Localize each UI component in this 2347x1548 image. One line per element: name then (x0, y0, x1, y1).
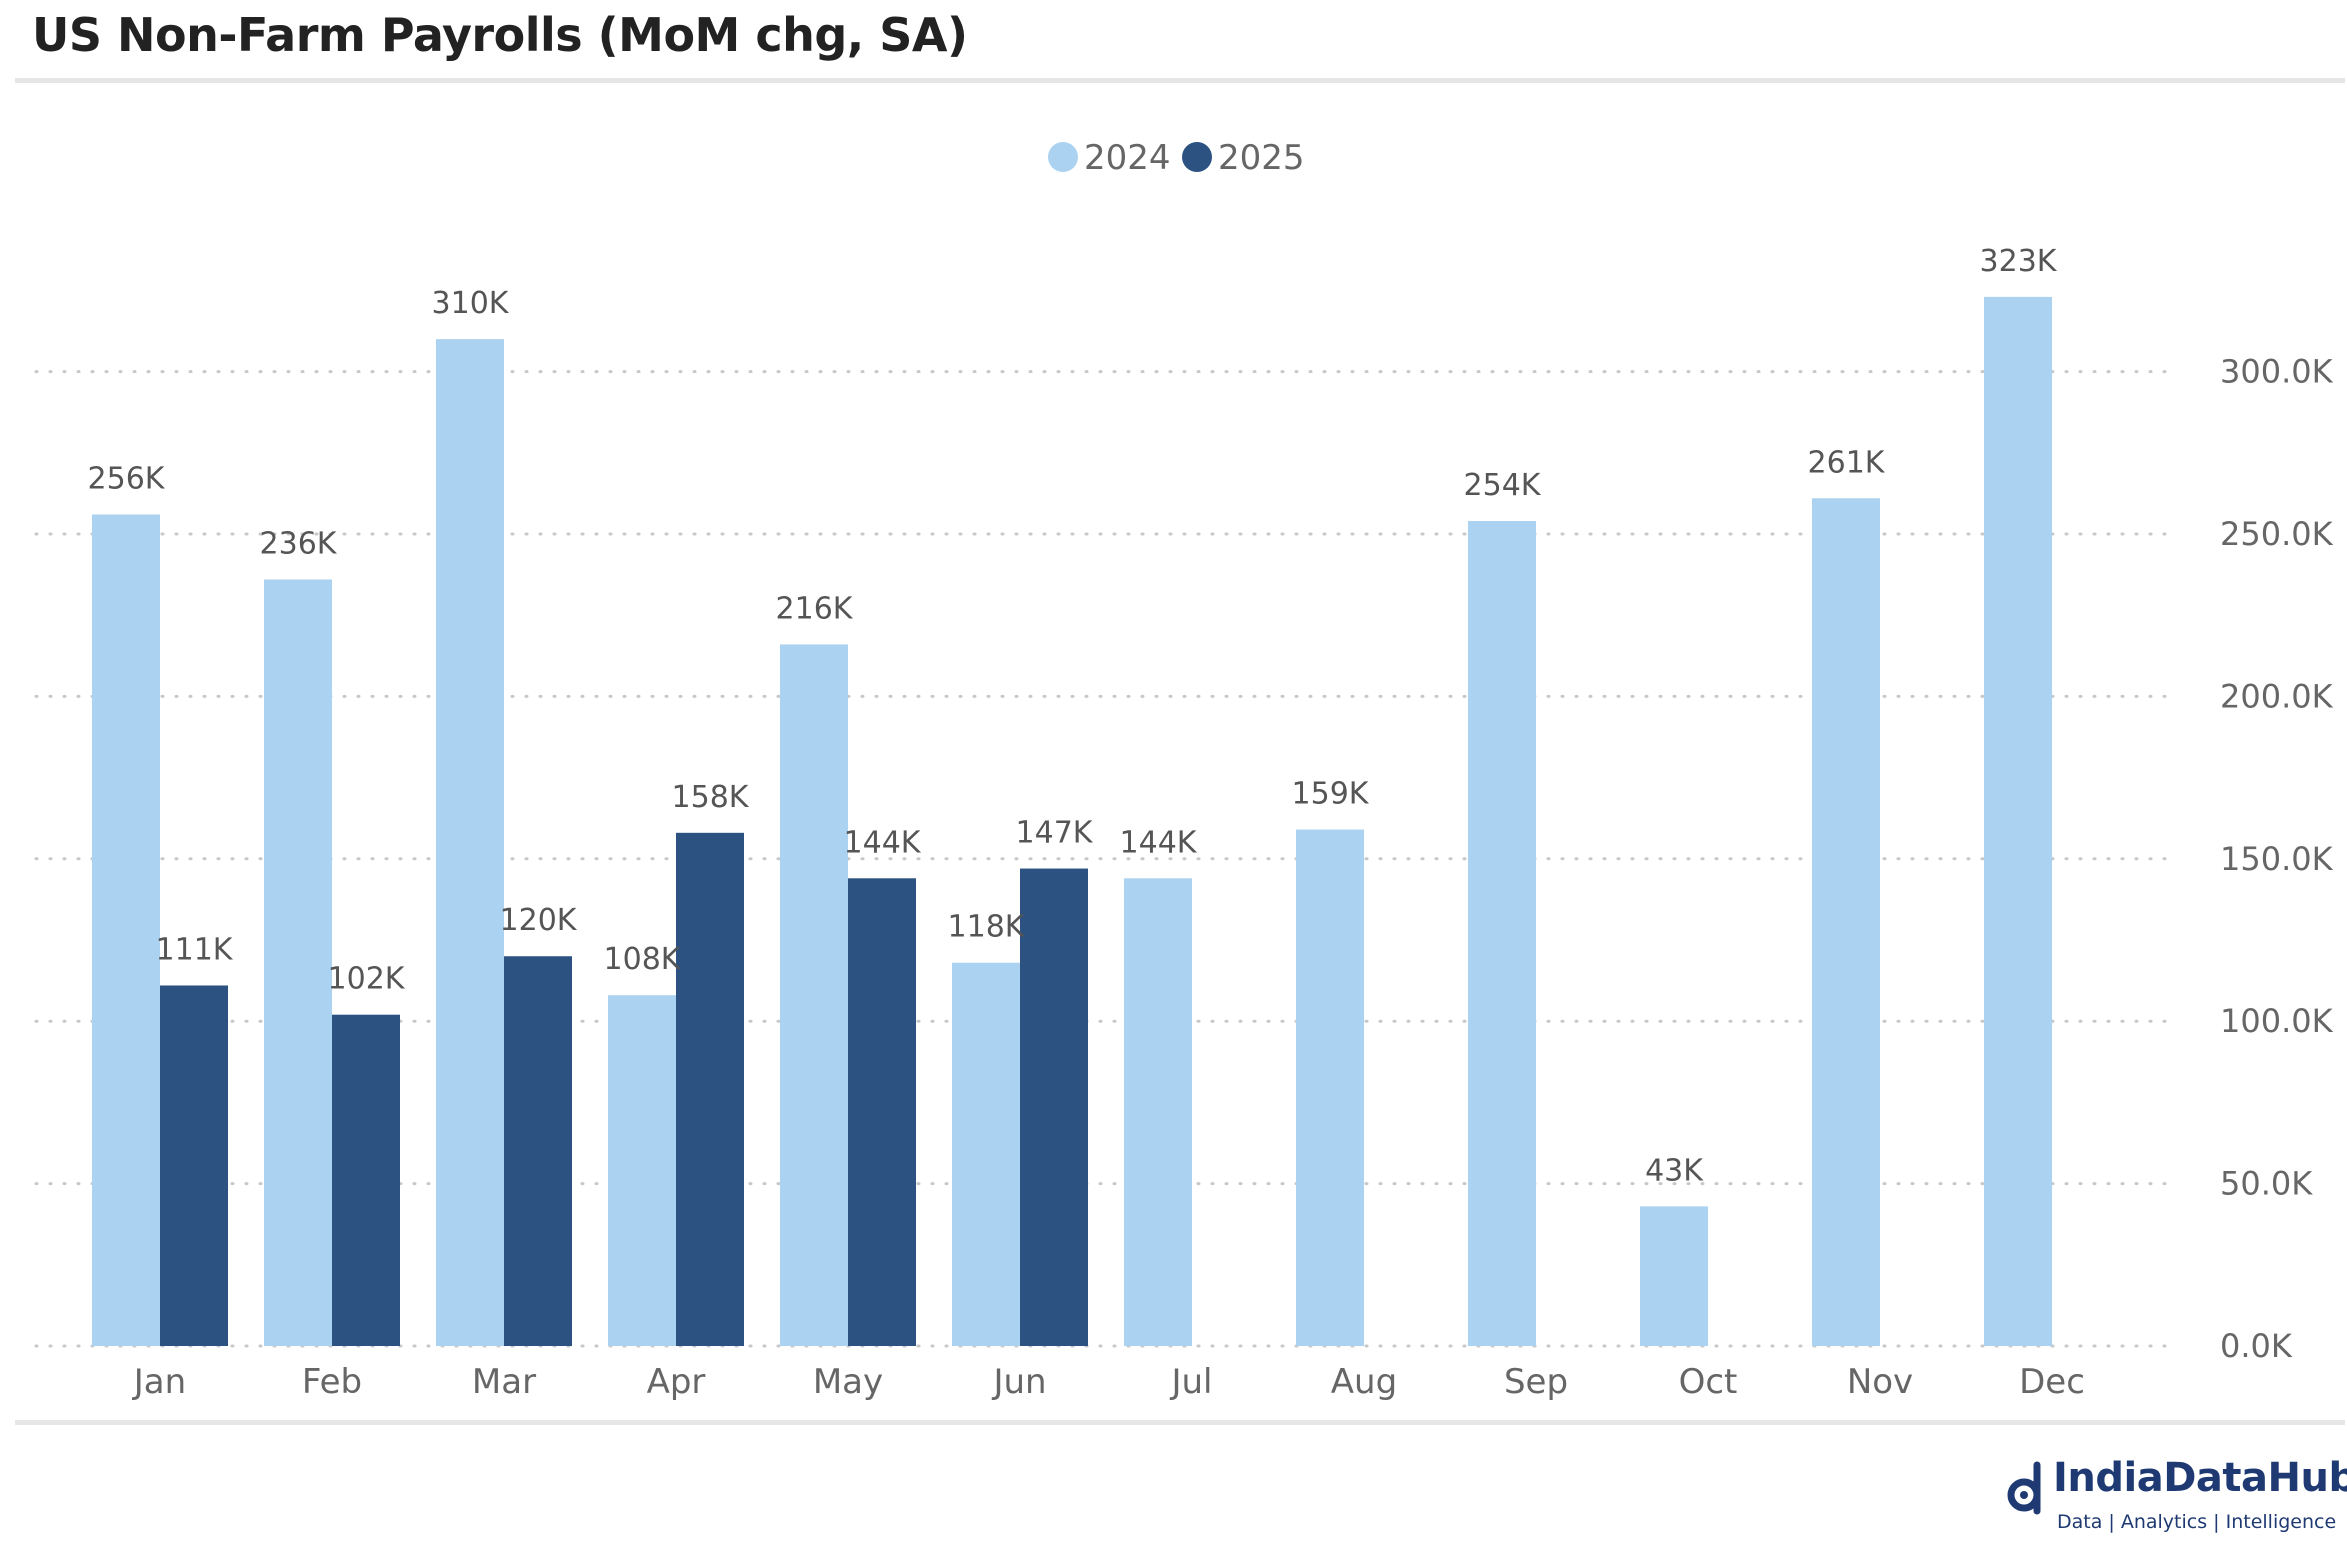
bar-2024-sep[interactable] (1468, 521, 1536, 1346)
x-tick-label: Apr (647, 1362, 706, 1402)
legend-label-2025[interactable]: 2025 (1218, 138, 1305, 178)
bar-2025-mar[interactable] (504, 956, 572, 1346)
bar-chart: 2024 2025 0.0K 50.0K 100.0K 150.0K 200.0K 250.… (34, 138, 2334, 1402)
bar-2025-apr[interactable] (676, 832, 744, 1346)
x-tick-label: Jul (1169, 1362, 1212, 1402)
bar-2024-aug[interactable] (1296, 829, 1364, 1346)
bar-2025-feb[interactable] (332, 1014, 400, 1346)
bar-2024-mar[interactable] (436, 339, 504, 1346)
bar-2024-nov[interactable] (1812, 498, 1880, 1347)
y-tick-label: 100.0K (2220, 1002, 2334, 1040)
data-label-2024-jul: 144K (1120, 825, 1198, 860)
brand-tagline: Data | Analytics | Intelligence (2057, 1511, 2337, 1533)
x-tick-label: Feb (302, 1362, 362, 1402)
brand-logo[interactable]: IndiaDataHub Data | Analytics | Intellig… (2005, 1455, 2347, 1545)
x-tick-label: Dec (2019, 1362, 2085, 1402)
data-label-2025-mar: 120K (500, 903, 578, 938)
brand-logo-icon (2007, 1461, 2041, 1515)
chart-bars (92, 296, 2052, 1347)
x-tick-label: Sep (1504, 1362, 1568, 1402)
x-axis: Jan Feb Mar Apr May Jun Jul Aug Sep Oct Nov Dec (132, 1362, 2085, 1402)
legend-label-2024[interactable]: 2024 (1084, 138, 1171, 178)
data-label-2024-oct: 43K (1645, 1153, 1704, 1188)
bar-2024-may[interactable] (780, 644, 848, 1346)
x-tick-label: Oct (1679, 1362, 1738, 1402)
x-tick-label: Mar (472, 1362, 536, 1402)
bar-2024-apr[interactable] (608, 995, 676, 1346)
x-tick-label: Jan (132, 1362, 186, 1402)
y-axis: 0.0K 50.0K 100.0K 150.0K 200.0K 250.0K 300.0K (2220, 353, 2334, 1365)
title-divider (15, 78, 2345, 83)
x-tick-label: Jun (991, 1362, 1046, 1402)
bar-2024-jun[interactable] (952, 962, 1020, 1346)
data-label-2024-apr: 108K (604, 942, 682, 977)
legend-marker-2024 (1048, 142, 1078, 172)
data-label-2025-apr: 158K (672, 780, 750, 815)
data-label-2024-mar: 310K (432, 286, 510, 321)
data-label-2024-sep: 254K (1464, 468, 1542, 503)
y-tick-label: 50.0K (2220, 1165, 2313, 1203)
legend-marker-2025 (1182, 142, 1212, 172)
y-tick-label: 200.0K (2220, 677, 2334, 715)
x-tick-label: Aug (1331, 1362, 1397, 1402)
bar-2024-feb[interactable] (264, 579, 332, 1346)
data-labels: 256K 111K 236K 102K 310K 120K 108K 158K 216K 144K… (88, 244, 2058, 1188)
footer-divider (15, 1420, 2345, 1425)
y-tick-label: 300.0K (2220, 353, 2334, 391)
data-label-2025-may: 144K (844, 825, 922, 860)
data-label-2024-dec: 323K (1980, 244, 2058, 279)
bar-2025-jan[interactable] (160, 985, 228, 1346)
data-label-2024-jan: 256K (88, 462, 166, 497)
data-label-2025-jun: 147K (1016, 816, 1094, 851)
data-label-2024-nov: 261K (1808, 445, 1886, 480)
data-label-2025-jan: 111K (156, 932, 234, 967)
y-tick-label: 0.0K (2220, 1327, 2293, 1365)
x-tick-label: Nov (1847, 1362, 1913, 1402)
y-tick-label: 150.0K (2220, 840, 2334, 878)
chart-title: US Non-Farm Payrolls (MoM chg, SA) (32, 8, 968, 62)
chart-legend: 2024 2025 (1048, 138, 1305, 178)
brand-name: IndiaDataHub (2053, 1455, 2347, 1501)
data-label-2024-jun: 118K (948, 910, 1026, 945)
bar-2025-jun[interactable] (1020, 868, 1088, 1346)
x-tick-label: May (813, 1362, 883, 1402)
bar-2024-dec[interactable] (1984, 296, 2052, 1346)
bar-2024-jul[interactable] (1124, 878, 1192, 1346)
data-label-2024-aug: 159K (1292, 777, 1370, 812)
bar-2024-jan[interactable] (92, 514, 160, 1346)
bar-2024-oct[interactable] (1640, 1206, 1708, 1346)
y-tick-label: 250.0K (2220, 515, 2334, 553)
data-label-2024-feb: 236K (260, 526, 338, 561)
data-label-2024-may: 216K (776, 591, 854, 626)
bar-2025-may[interactable] (848, 878, 916, 1346)
data-label-2025-feb: 102K (328, 962, 406, 997)
